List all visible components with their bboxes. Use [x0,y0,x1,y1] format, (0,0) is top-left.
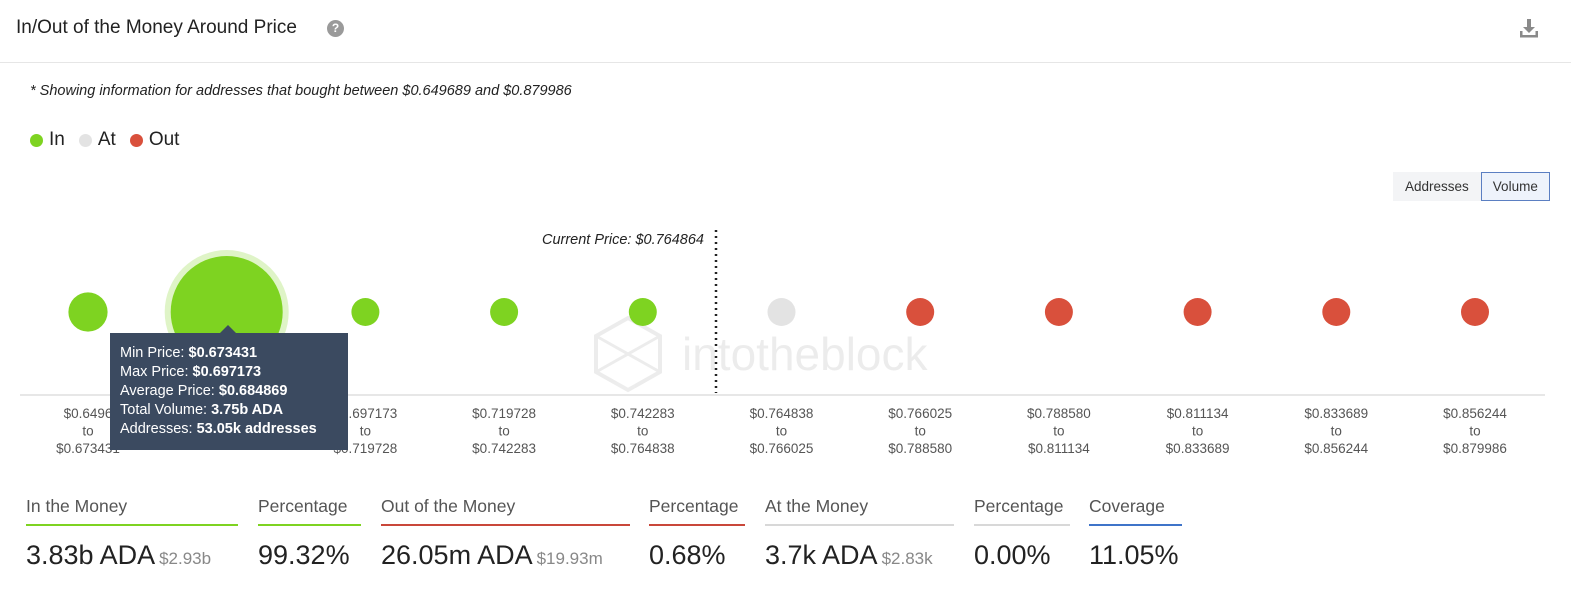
bucket-range-label: $0.6496 to $0.673431 [56,406,120,456]
bucket-range-label: $0.811134 to $0.833689 [1166,406,1230,456]
watermark-text: intotheblock [682,328,928,380]
stat-out-pct-value: 0.68% [649,540,726,570]
stat-out-pct-label: Percentage [649,496,745,526]
bubble-in[interactable] [628,298,657,326]
bucket-range-label: $0.833689 to $0.856244 [1304,406,1368,456]
stat-at-money-value: 3.7k ADA $2.83k [765,540,954,571]
bucket-range-label: $0.764838 to $0.766025 [750,406,814,456]
stat-coverage-label: Coverage [1089,496,1182,526]
tooltip-max-value: $0.697173 [192,364,262,380]
tooltip-addr-label: Addresses: [120,421,193,437]
tooltip-addr-value: 53.05k addresses [196,421,317,437]
tooltip-vol-value: 3.75b ADA [211,402,284,418]
stat-out-money-value: 26.05m ADA $19.93m [381,540,630,571]
range-note: * Showing information for addresses that… [30,83,572,99]
stat-in-pct-value: 99.32% [258,540,350,570]
addresses-button[interactable]: Addresses [1393,172,1481,201]
volume-button[interactable]: Volume [1480,172,1550,201]
stat-out-money: Out of the Money 26.05m ADA $19.93m [381,496,630,571]
bucket-range-label: $0.766025 to $0.788580 [888,406,952,456]
bucket-range-label: $0.742283 to $0.764838 [611,406,675,456]
bubble-out[interactable] [1461,298,1489,326]
header: In/Out of the Money Around Price ? [0,0,1571,63]
stat-at-money-label: At the Money [765,496,954,526]
legend-label-at: At [97,129,116,150]
bubble-out[interactable] [1322,298,1351,326]
legend-label-in: In [49,129,65,150]
bucket-range-label: $0.788580 to $0.811134 [1027,406,1091,456]
out-money-usd: $19.93m [536,549,603,568]
tooltip-min-value: $0.673431 [188,345,258,361]
download-icon[interactable] [1518,17,1540,39]
stat-in-money-label: In the Money [26,496,238,526]
tooltip-avg-label: Average Price: [120,383,215,399]
stat-in-percentage: Percentage 99.32% [258,496,361,571]
in-money-usd: $2.93b [159,549,212,568]
bubble-at[interactable] [767,298,796,326]
bubble-out[interactable] [906,298,935,326]
in-money-ada: 3.83b ADA [26,540,156,570]
stat-out-percentage: Percentage 0.68% [649,496,745,571]
bubble-out[interactable] [1044,298,1073,326]
legend-item-in[interactable]: In [30,129,65,151]
stat-out-money-label: Out of the Money [381,496,630,526]
legend-item-out[interactable]: Out [129,129,180,151]
tooltip-max-label: Max Price: [120,364,189,380]
stat-in-pct-label: Percentage [258,496,361,526]
tooltip-arrow [220,325,236,333]
page-title: In/Out of the Money Around Price [16,17,297,38]
stat-at-money: At the Money 3.7k ADA $2.83k [765,496,954,571]
bubble-out[interactable] [1183,298,1212,326]
stat-at-pct-label: Percentage [974,496,1070,526]
bucket-range-label: $0.856244 to $0.879986 [1443,406,1507,456]
legend-label-out: Out [148,129,180,150]
stat-coverage-value: 11.05% [1089,540,1179,570]
legend-dot-at [78,133,92,147]
bubble-tooltip: Min Price: $0.673431 Max Price: $0.69717… [110,333,348,450]
stat-in-money-value: 3.83b ADA $2.93b [26,540,238,571]
watermark-logo: intotheblock [594,315,928,393]
tooltip-min-label: Min Price: [120,345,185,361]
bucket-range-label: $0.719728 to $0.742283 [472,406,536,456]
legend-dot-in [30,133,43,147]
stat-in-money: In the Money 3.83b ADA $2.93b [26,496,238,571]
legend-item-at[interactable]: At [78,129,116,151]
at-money-ada: 3.7k ADA [765,540,878,570]
stat-coverage: Coverage 11.05% [1089,496,1182,571]
bubble-in[interactable] [490,298,519,326]
legend-dot-out [129,133,143,147]
view-toggle: Addresses Volume [1393,172,1550,201]
tooltip-avg-value: $0.684869 [218,383,288,399]
tooltip-vol-label: Total Volume: [120,402,208,418]
stat-at-pct-value: 0.00% [974,540,1051,570]
bucket-range-label: $0.697173 to $0.719728 [333,406,397,456]
help-icon[interactable]: ? [327,20,344,37]
bubble-in[interactable] [68,292,108,332]
current-price-label: Current Price: $0.764864 [542,232,704,248]
bubble-in[interactable] [351,298,380,326]
at-money-usd: $2.83k [881,549,933,568]
legend: In At Out [30,129,179,151]
out-money-ada: 26.05m ADA [381,540,533,570]
stat-at-percentage: Percentage 0.00% [974,496,1070,571]
